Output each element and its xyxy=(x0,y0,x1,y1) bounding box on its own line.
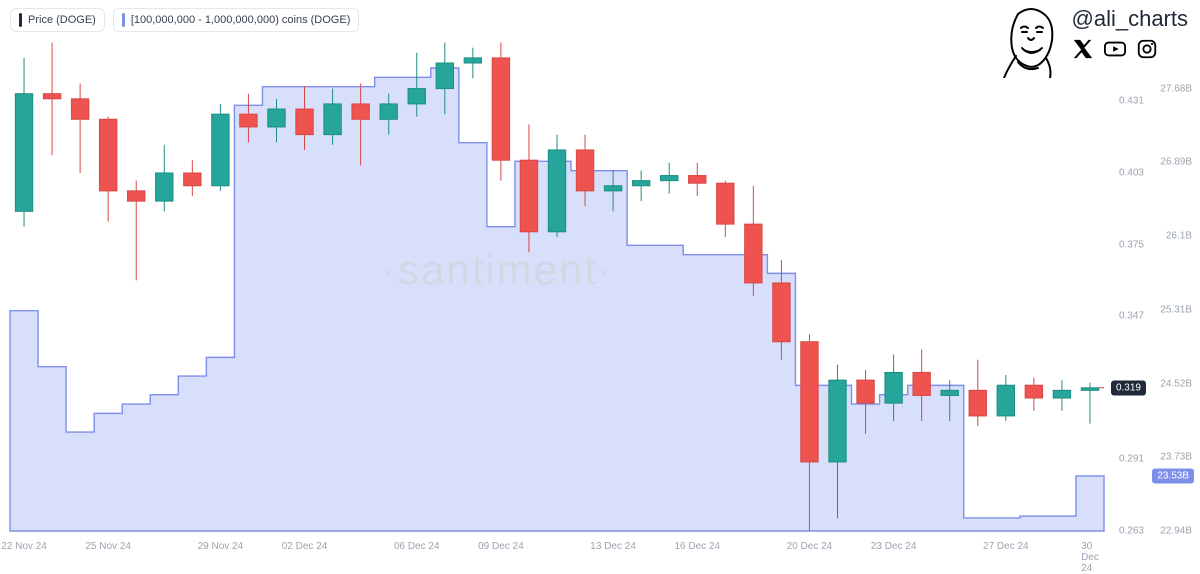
candle-body[interactable] xyxy=(324,104,341,135)
candle-body[interactable] xyxy=(1053,390,1070,398)
legend-supply-marker xyxy=(122,13,125,27)
candle-body[interactable] xyxy=(717,183,734,224)
date-tick: 23 Dec 24 xyxy=(871,541,917,552)
supply-tick: 27.68B xyxy=(1160,83,1192,94)
candle-body[interactable] xyxy=(941,390,958,395)
price-tick: 0.403 xyxy=(1119,167,1144,178)
candle-body[interactable] xyxy=(632,181,649,186)
date-tick: 29 Nov 24 xyxy=(198,541,244,552)
date-tick: 20 Dec 24 xyxy=(787,541,833,552)
date-tick: 09 Dec 24 xyxy=(478,541,524,552)
instagram-icon[interactable] xyxy=(1136,38,1158,60)
avatar-sketch-icon xyxy=(1000,6,1062,78)
social-links xyxy=(1072,38,1189,60)
supply-current-flag: 23.53B xyxy=(1152,468,1194,483)
supply-tick: 26.1B xyxy=(1166,231,1192,242)
legend-supply[interactable]: [100,000,000 - 1,000,000,000) coins (DOG… xyxy=(113,8,360,32)
candle-body[interactable] xyxy=(43,94,60,99)
author-branding: @ali_charts xyxy=(1000,6,1189,78)
chart-canvas[interactable]: ·santiment· xyxy=(10,40,1104,531)
candle-body[interactable] xyxy=(240,114,257,127)
supply-tick: 26.89B xyxy=(1160,157,1192,168)
youtube-icon[interactable] xyxy=(1104,38,1126,60)
candle-body[interactable] xyxy=(829,380,846,462)
candle-body[interactable] xyxy=(661,176,678,181)
price-tick: 0.291 xyxy=(1119,454,1144,465)
date-tick: 25 Nov 24 xyxy=(85,541,131,552)
price-tick: 0.431 xyxy=(1119,96,1144,107)
candle-body[interactable] xyxy=(1025,385,1042,398)
candle-body[interactable] xyxy=(15,94,32,212)
candle-body[interactable] xyxy=(464,58,481,63)
candle-body[interactable] xyxy=(352,104,369,119)
legend-price-marker xyxy=(19,13,22,27)
price-tick: 0.347 xyxy=(1119,311,1144,322)
legend-supply-label: [100,000,000 - 1,000,000,000) coins (DOG… xyxy=(131,14,351,26)
date-tick: 16 Dec 24 xyxy=(674,541,720,552)
candle-body[interactable] xyxy=(997,385,1014,416)
supply-axis: 22.94B23.73B24.52B25.31B26.1B26.89B27.68… xyxy=(1150,40,1194,531)
author-handle[interactable]: @ali_charts xyxy=(1072,6,1189,32)
candle-body[interactable] xyxy=(71,99,88,119)
candle-body[interactable] xyxy=(773,283,790,342)
supply-tick: 25.31B xyxy=(1160,304,1192,315)
supply-tick: 24.52B xyxy=(1160,378,1192,389)
candle-body[interactable] xyxy=(548,150,565,232)
chart-legend: Price (DOGE) [100,000,000 - 1,000,000,00… xyxy=(10,8,359,32)
price-tick: 0.263 xyxy=(1119,526,1144,537)
candle-body[interactable] xyxy=(1081,388,1098,391)
date-tick: 27 Dec 24 xyxy=(983,541,1029,552)
candle-body[interactable] xyxy=(99,119,116,191)
candle-body[interactable] xyxy=(436,63,453,89)
date-tick: 22 Nov 24 xyxy=(1,541,47,552)
chart-svg xyxy=(10,40,1104,531)
price-axis: 0.2630.2910.3190.3470.3750.4030.4310.319 xyxy=(1106,40,1146,531)
candle-body[interactable] xyxy=(380,104,397,119)
candle-body[interactable] xyxy=(184,173,201,186)
legend-price[interactable]: Price (DOGE) xyxy=(10,8,105,32)
date-axis: 22 Nov 2425 Nov 2429 Nov 2402 Dec 2406 D… xyxy=(10,533,1104,571)
candle-body[interactable] xyxy=(801,342,818,462)
candle-body[interactable] xyxy=(408,89,425,104)
candle-body[interactable] xyxy=(492,58,509,160)
supply-tick: 22.94B xyxy=(1160,526,1192,537)
candle-body[interactable] xyxy=(604,186,621,191)
candle-body[interactable] xyxy=(969,390,986,416)
candle-body[interactable] xyxy=(885,372,902,403)
candle-body[interactable] xyxy=(268,109,285,127)
candle-body[interactable] xyxy=(745,224,762,283)
x-icon[interactable] xyxy=(1072,38,1094,60)
price-current-flag: 0.319 xyxy=(1111,380,1146,395)
candle-body[interactable] xyxy=(576,150,593,191)
candle-body[interactable] xyxy=(156,173,173,201)
candle-body[interactable] xyxy=(520,160,537,232)
candle-body[interactable] xyxy=(296,109,313,135)
candle-body[interactable] xyxy=(128,191,145,201)
branding-text-block: @ali_charts xyxy=(1072,6,1189,60)
price-tick: 0.375 xyxy=(1119,239,1144,250)
date-tick: 02 Dec 24 xyxy=(282,541,328,552)
date-tick: 06 Dec 24 xyxy=(394,541,440,552)
supply-tick: 23.73B xyxy=(1160,452,1192,463)
candle-body[interactable] xyxy=(689,176,706,184)
candle-body[interactable] xyxy=(857,380,874,403)
date-tick: 30 Dec 24 xyxy=(1081,541,1099,574)
candle-body[interactable] xyxy=(913,372,930,395)
legend-price-label: Price (DOGE) xyxy=(28,14,96,26)
date-tick: 13 Dec 24 xyxy=(590,541,636,552)
candle-body[interactable] xyxy=(212,114,229,186)
